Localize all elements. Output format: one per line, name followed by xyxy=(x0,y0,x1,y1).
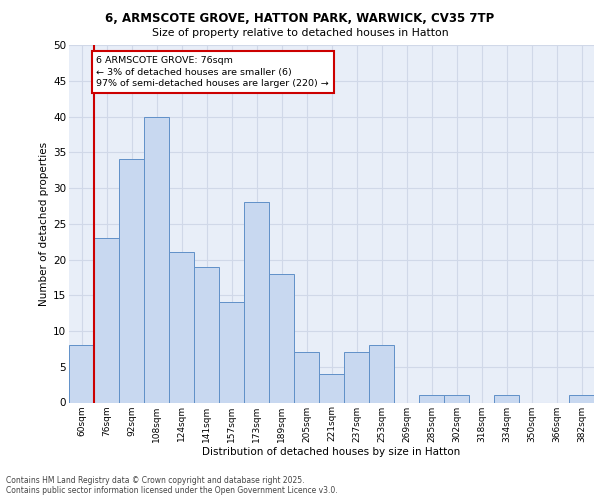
Text: 6 ARMSCOTE GROVE: 76sqm
← 3% of detached houses are smaller (6)
97% of semi-deta: 6 ARMSCOTE GROVE: 76sqm ← 3% of detached… xyxy=(97,56,329,88)
Bar xyxy=(269,274,294,402)
Bar xyxy=(369,346,394,403)
Y-axis label: Number of detached properties: Number of detached properties xyxy=(39,142,49,306)
Bar xyxy=(344,352,369,403)
Bar xyxy=(294,352,319,403)
Bar xyxy=(219,302,244,402)
X-axis label: Distribution of detached houses by size in Hatton: Distribution of detached houses by size … xyxy=(202,447,461,457)
Text: 6, ARMSCOTE GROVE, HATTON PARK, WARWICK, CV35 7TP: 6, ARMSCOTE GROVE, HATTON PARK, WARWICK,… xyxy=(106,12,494,26)
Text: Size of property relative to detached houses in Hatton: Size of property relative to detached ho… xyxy=(152,28,448,38)
Bar xyxy=(444,396,469,402)
Bar xyxy=(494,396,519,402)
Bar xyxy=(419,396,444,402)
Bar xyxy=(319,374,344,402)
Text: Contains HM Land Registry data © Crown copyright and database right 2025.
Contai: Contains HM Land Registry data © Crown c… xyxy=(6,476,338,495)
Bar xyxy=(119,160,144,402)
Bar xyxy=(69,346,94,403)
Bar xyxy=(169,252,194,402)
Bar xyxy=(569,396,594,402)
Bar xyxy=(194,266,219,402)
Bar xyxy=(94,238,119,402)
Bar xyxy=(244,202,269,402)
Bar xyxy=(144,116,169,403)
